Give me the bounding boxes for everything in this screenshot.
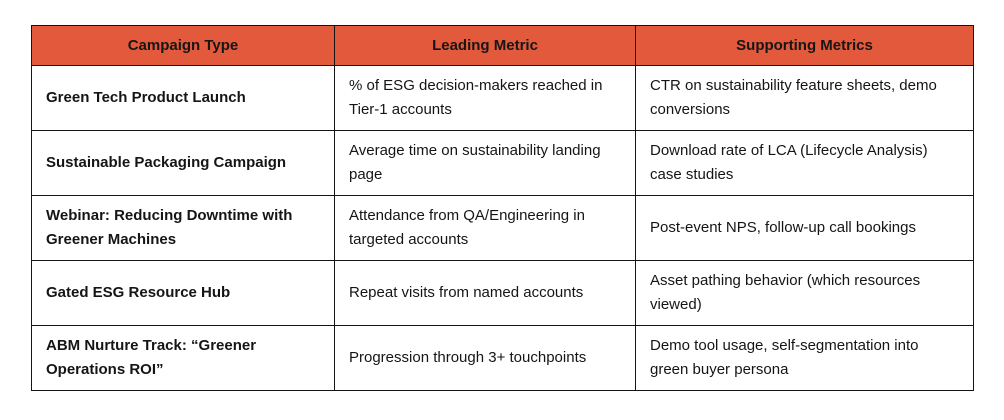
cell-supporting-metrics: Post-event NPS, follow-up call bookings bbox=[635, 195, 974, 261]
cell-leading-metric: Repeat visits from named accounts bbox=[334, 260, 636, 326]
table-row: Sustainable Packaging Campaign Average t… bbox=[31, 130, 974, 196]
table-row: Green Tech Product Launch % of ESG decis… bbox=[31, 65, 974, 131]
cell-supporting-metrics: Demo tool usage, self-segmentation into … bbox=[635, 325, 974, 391]
cell-leading-metric: % of ESG decision-makers reached in Tier… bbox=[334, 65, 636, 131]
table-header-row: Campaign Type Leading Metric Supporting … bbox=[31, 25, 974, 66]
cell-supporting-metrics: CTR on sustainability feature sheets, de… bbox=[635, 65, 974, 131]
table-row: ABM Nurture Track: “Greener Operations R… bbox=[31, 325, 974, 391]
table-row: Gated ESG Resource Hub Repeat visits fro… bbox=[31, 260, 974, 326]
cell-leading-metric: Progression through 3+ touchpoints bbox=[334, 325, 636, 391]
cell-supporting-metrics: Download rate of LCA (Lifecycle Analysis… bbox=[635, 130, 974, 196]
cell-campaign-type: Gated ESG Resource Hub bbox=[31, 260, 335, 326]
header-campaign-type: Campaign Type bbox=[31, 25, 335, 66]
cell-leading-metric: Attendance from QA/Engineering in target… bbox=[334, 195, 636, 261]
cell-leading-metric: Average time on sustainability landing p… bbox=[334, 130, 636, 196]
header-supporting-metrics: Supporting Metrics bbox=[635, 25, 974, 66]
cell-campaign-type: Sustainable Packaging Campaign bbox=[31, 130, 335, 196]
campaign-metrics-table: Campaign Type Leading Metric Supporting … bbox=[31, 25, 974, 391]
cell-campaign-type: Webinar: Reducing Downtime with Greener … bbox=[31, 195, 335, 261]
cell-campaign-type: Green Tech Product Launch bbox=[31, 65, 335, 131]
cell-supporting-metrics: Asset pathing behavior (which resources … bbox=[635, 260, 974, 326]
cell-campaign-type: ABM Nurture Track: “Greener Operations R… bbox=[31, 325, 335, 391]
table-row: Webinar: Reducing Downtime with Greener … bbox=[31, 195, 974, 261]
header-leading-metric: Leading Metric bbox=[334, 25, 636, 66]
